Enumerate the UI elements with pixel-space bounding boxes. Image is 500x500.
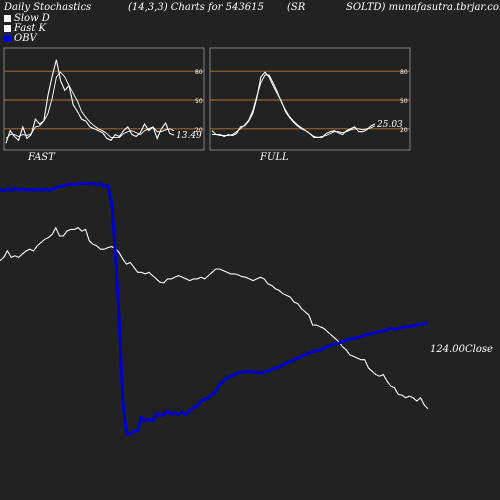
full-last-value: 25.03 [376,120,403,130]
fast-panel-frame [3,47,205,151]
full-series-fast-k [211,71,376,138]
legend-fast-k: Fast K [4,23,46,34]
chart-type-label: Daily Stochastics [4,2,92,13]
full-level-label-50: 50 [400,98,408,105]
full-level-label-80: 80 [400,69,408,76]
full-title: FULL [259,152,289,163]
fast-series-slow-d [5,71,175,139]
fast-level-label-50: 50 [195,98,203,105]
fast-level-label-20: 20 [195,127,203,134]
full-panel: 80 50 20 25.03 FULL [209,47,411,163]
fast-level-label-80: 80 [195,69,203,76]
fast-panel: 80 50 20 13.49 FAST [3,47,205,163]
legend-slow-d: Slow D [4,13,50,24]
chart-params: (14,3,3) Charts for 543615 [128,2,264,13]
full-series-slow-d [212,74,376,138]
full-level-label-20: 20 [400,127,408,134]
legend-slow-d-label: Slow D [14,13,50,24]
legend-obv-label: OBV [14,33,37,44]
main-series-close [0,226,429,410]
fast-title: FAST [27,152,56,163]
legend-obv-swatch [4,35,11,42]
main-chart [0,181,429,436]
legend-slow-d-swatch [4,15,11,22]
legend-fast-k-label: Fast K [14,23,47,34]
chart-site: SOLTD) munafasutra.tbrjar.com [346,2,500,13]
main-series-obv [0,181,429,436]
fast-series-fast-k [5,59,175,144]
full-panel-frame [209,47,411,151]
chart-symbol: (SR [287,2,306,13]
main-last-value: 124.00Close [430,344,493,355]
legend-obv: OBV [4,33,37,44]
fast-last-value: 13.49 [176,131,202,141]
legend-fast-k-swatch [4,25,11,32]
